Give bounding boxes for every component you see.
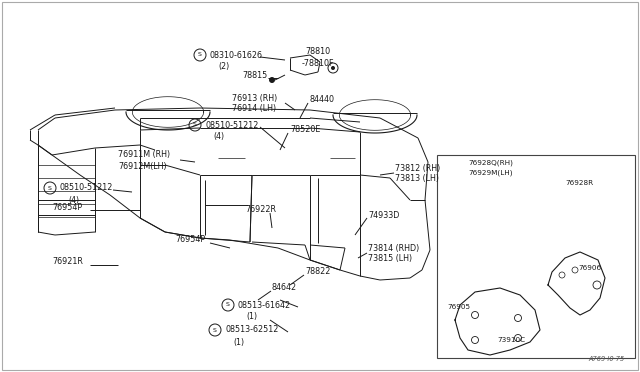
Text: 76912M(LH): 76912M(LH) (118, 161, 166, 170)
Text: -78810F: -78810F (302, 58, 335, 67)
Text: 08513-62512: 08513-62512 (225, 326, 278, 334)
Text: S: S (193, 122, 197, 128)
Text: S: S (198, 52, 202, 58)
Text: 76954P: 76954P (52, 202, 82, 212)
Bar (437, 155, 635, 358)
Text: 08510-51212: 08510-51212 (60, 183, 113, 192)
Text: 74933D: 74933D (368, 211, 399, 219)
Text: 78810: 78810 (305, 48, 330, 57)
Text: 84642: 84642 (272, 283, 297, 292)
Text: S: S (213, 327, 217, 333)
Text: 73814 (RHD): 73814 (RHD) (368, 244, 419, 253)
Text: 76906: 76906 (578, 265, 601, 271)
Text: 73910C: 73910C (497, 337, 525, 343)
Text: 08510-51212: 08510-51212 (205, 121, 259, 129)
Text: 84440: 84440 (310, 96, 335, 105)
Text: 73815 (LH): 73815 (LH) (368, 253, 412, 263)
Text: 76921R: 76921R (52, 257, 83, 266)
Text: (1): (1) (233, 337, 244, 346)
Text: (2): (2) (218, 62, 229, 71)
Text: (1): (1) (246, 312, 257, 321)
Text: 76928Q(RH): 76928Q(RH) (468, 160, 513, 166)
Text: 73813 (LH): 73813 (LH) (395, 173, 439, 183)
Text: (4): (4) (68, 196, 79, 205)
Text: S: S (48, 186, 52, 190)
Text: 76913 (RH): 76913 (RH) (232, 93, 277, 103)
Text: 78822: 78822 (305, 267, 330, 276)
Text: 08310-61626: 08310-61626 (210, 51, 263, 60)
Text: S: S (226, 302, 230, 308)
Text: 76928R: 76928R (565, 180, 593, 186)
Text: 78520E: 78520E (290, 125, 321, 135)
Text: 76929M(LH): 76929M(LH) (468, 170, 513, 176)
Text: 08513-61642: 08513-61642 (238, 301, 291, 310)
Text: 73812 (RH): 73812 (RH) (395, 164, 440, 173)
Text: 76905: 76905 (447, 304, 470, 310)
Text: 76911M (RH): 76911M (RH) (118, 151, 170, 160)
Text: (4): (4) (213, 131, 224, 141)
Text: 76922R: 76922R (245, 205, 276, 215)
Circle shape (269, 77, 275, 83)
Text: 76954P: 76954P (175, 235, 205, 244)
Circle shape (331, 66, 335, 70)
Text: A769 I0 75: A769 I0 75 (589, 356, 625, 362)
Text: 78815: 78815 (242, 71, 268, 80)
Text: 76914 (LH): 76914 (LH) (232, 103, 276, 112)
